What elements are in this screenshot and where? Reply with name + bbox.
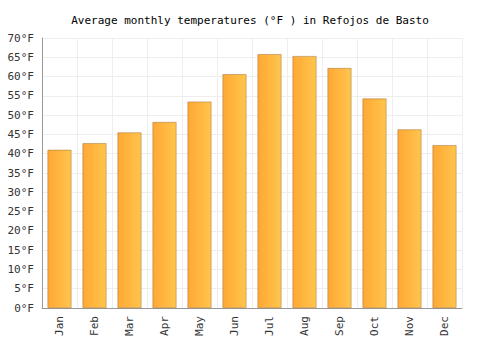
svg-text:10°F: 10°F [8,263,35,276]
svg-text:50°F: 50°F [8,109,35,122]
svg-text:30°F: 30°F [8,186,35,199]
svg-text:70°F: 70°F [8,32,35,45]
svg-text:Aug: Aug [298,316,311,336]
svg-text:Jun: Jun [228,316,241,336]
svg-text:55°F: 55°F [8,89,35,102]
svg-text:Oct: Oct [368,316,381,336]
svg-text:Jul: Jul [263,316,276,336]
svg-text:35°F: 35°F [8,167,35,180]
svg-text:Dec: Dec [438,316,451,336]
svg-text:5°F: 5°F [14,282,34,295]
svg-text:0°F: 0°F [14,302,34,315]
svg-text:20°F: 20°F [8,224,35,237]
svg-text:60°F: 60°F [8,70,35,83]
svg-text:Jan: Jan [53,316,66,336]
svg-text:15°F: 15°F [8,244,35,257]
svg-text:Nov: Nov [403,316,416,336]
svg-text:May: May [193,316,206,336]
svg-text:45°F: 45°F [8,128,35,141]
svg-text:Apr: Apr [158,316,171,336]
svg-text:Feb: Feb [88,316,101,336]
svg-text:Sep: Sep [333,316,346,336]
svg-text:40°F: 40°F [8,147,35,160]
svg-text:25°F: 25°F [8,205,35,218]
svg-text:Average monthly temperatures (: Average monthly temperatures (°F ) in Re… [71,14,429,27]
svg-text:65°F: 65°F [8,51,35,64]
svg-text:Mar: Mar [123,316,136,336]
